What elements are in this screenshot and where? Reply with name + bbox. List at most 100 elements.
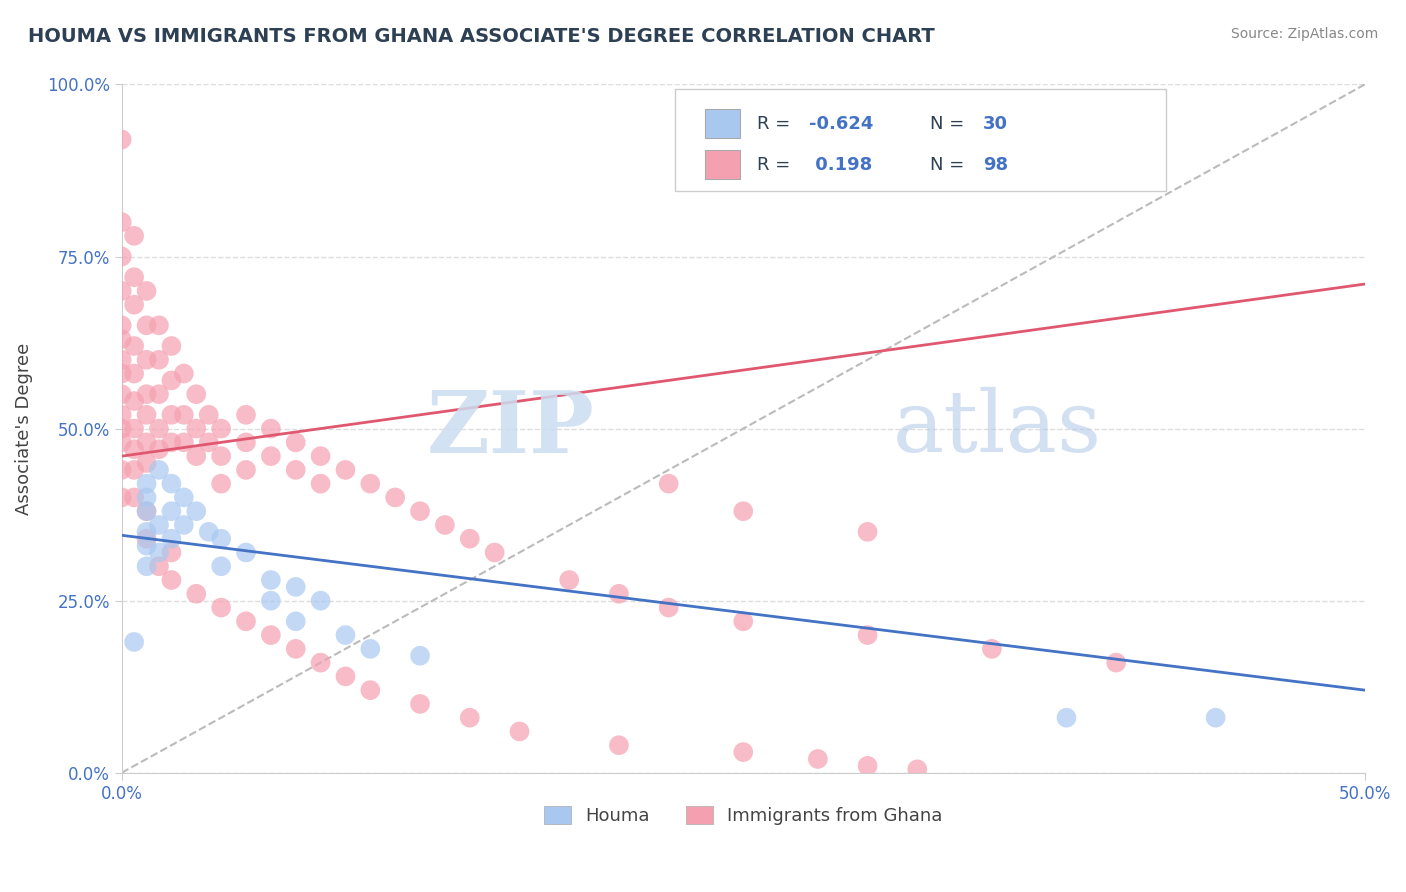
Point (111, 318, 134, 333)
Point (209, 600, 232, 615)
Point (135, 504, 157, 518)
Point (122, 367, 145, 381)
Point (160, 476, 183, 491)
Point (1056, 711, 1078, 725)
Point (284, 435, 307, 450)
Point (284, 463, 307, 477)
Point (209, 449, 232, 463)
Point (135, 539, 157, 553)
Point (173, 408, 195, 422)
Text: ZIP: ZIP (426, 386, 595, 471)
Point (186, 387, 208, 401)
Point (235, 408, 257, 422)
Point (160, 545, 183, 559)
Point (658, 476, 681, 491)
Point (409, 504, 432, 518)
Point (135, 352, 157, 367)
Point (122, 421, 145, 435)
Point (111, 463, 134, 477)
Point (359, 641, 381, 656)
Point (173, 435, 195, 450)
Point (186, 421, 208, 435)
Point (1205, 711, 1227, 725)
Point (111, 284, 134, 298)
Point (122, 635, 145, 649)
Point (235, 615, 257, 629)
Point (122, 339, 145, 353)
Point (458, 532, 481, 546)
Y-axis label: Associate's Degree: Associate's Degree (15, 343, 32, 515)
Point (111, 435, 134, 450)
Text: R =: R = (756, 156, 796, 174)
Point (309, 593, 332, 607)
Point (111, 352, 134, 367)
Point (260, 421, 283, 435)
Point (209, 532, 232, 546)
Point (135, 524, 157, 539)
Point (235, 463, 257, 477)
Point (309, 449, 332, 463)
Point (111, 408, 134, 422)
Point (148, 559, 170, 574)
Point (433, 518, 456, 533)
Point (135, 435, 157, 450)
Point (148, 518, 170, 533)
Point (122, 491, 145, 505)
Point (658, 600, 681, 615)
Point (122, 463, 145, 477)
Point (309, 476, 332, 491)
Point (335, 463, 357, 477)
Point (160, 408, 183, 422)
Point (135, 456, 157, 470)
Point (111, 421, 134, 435)
Point (148, 421, 170, 435)
Point (905, 762, 928, 776)
Point (148, 387, 170, 401)
Point (135, 559, 157, 574)
Point (197, 435, 219, 450)
Point (111, 250, 134, 264)
Point (733, 745, 755, 759)
Text: N =: N = (929, 115, 970, 134)
Point (173, 367, 195, 381)
Point (135, 476, 157, 491)
Point (733, 615, 755, 629)
Point (122, 228, 145, 243)
Point (335, 669, 357, 683)
Point (409, 648, 432, 663)
Point (111, 387, 134, 401)
Text: Source: ZipAtlas.com: Source: ZipAtlas.com (1230, 27, 1378, 41)
Point (384, 491, 406, 505)
Point (122, 394, 145, 409)
Text: 98: 98 (983, 156, 1008, 174)
FancyBboxPatch shape (675, 89, 1166, 191)
Point (856, 628, 879, 642)
Point (111, 367, 134, 381)
Point (856, 524, 879, 539)
Point (135, 284, 157, 298)
Point (260, 573, 283, 587)
Point (607, 738, 630, 752)
Point (135, 504, 157, 518)
Point (111, 215, 134, 229)
Point (359, 683, 381, 698)
Point (135, 387, 157, 401)
Point (135, 318, 157, 333)
Point (111, 132, 134, 146)
Point (148, 463, 170, 477)
Text: R =: R = (756, 115, 796, 134)
FancyBboxPatch shape (704, 110, 740, 138)
Point (1105, 656, 1128, 670)
Point (148, 545, 170, 559)
Point (335, 628, 357, 642)
Point (484, 545, 506, 559)
FancyBboxPatch shape (704, 150, 740, 178)
Point (160, 504, 183, 518)
Point (209, 476, 232, 491)
Point (359, 476, 381, 491)
Point (558, 573, 581, 587)
Point (284, 580, 307, 594)
Point (135, 408, 157, 422)
Point (160, 435, 183, 450)
Point (209, 559, 232, 574)
